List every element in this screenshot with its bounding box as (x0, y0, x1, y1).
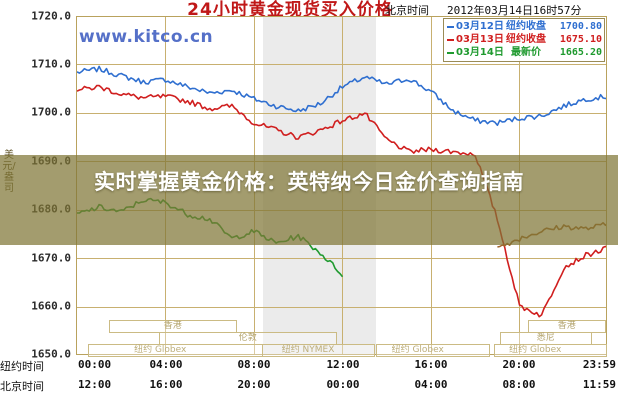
x-tick-bj-4: 04:00 (414, 378, 448, 391)
session-label: 伦敦 (238, 333, 257, 343)
gridline-h (77, 113, 606, 114)
session-label: 纽约 Globex (509, 345, 562, 355)
x-tick-bj-6: 11:59 (582, 378, 616, 391)
x-tick-ny-2: 08:00 (237, 358, 271, 371)
x-tick-ny-5: 20:00 (502, 358, 536, 371)
legend-row-0313: 03月13日 纽约收盘 1675.10 (447, 33, 602, 46)
beijing-time-label: 北京时间 (385, 4, 429, 17)
x-tick-bj-1: 16:00 (149, 378, 183, 391)
legend-kind: 纽约收盘 (506, 34, 546, 45)
beijing-time-value: 2012年03月14日16时57分 (447, 4, 582, 17)
x-tick-ny-1: 04:00 (149, 358, 183, 371)
session-label: 香港 (163, 321, 182, 331)
y-tick-1710: 1710.0 (31, 57, 71, 71)
session-label: 纽约 Globex (134, 345, 187, 355)
gridline-h (77, 64, 606, 65)
x-tick-bj-3: 00:00 (326, 378, 360, 391)
session-label: 香港 (557, 321, 576, 331)
series-line-03月12日 (77, 65, 606, 127)
legend-date: 03月14日 (456, 47, 504, 58)
session-label: 纽约 Globex (391, 345, 444, 355)
y-tick-1720: 1720.0 (31, 9, 71, 23)
x-tick-bj-2: 20:00 (237, 378, 271, 391)
chart-legend: 03月12日 纽约收盘 1700.80 03月13日 纽约收盘 1675.10 … (443, 18, 605, 62)
legend-kind: 最新价 (511, 47, 541, 58)
x-tick-bj-0: 12:00 (78, 378, 112, 391)
gridline-h (77, 258, 606, 259)
session-label: 纽约 NYMEX (281, 345, 335, 355)
legend-date: 03月12日 (456, 21, 504, 32)
x-axis-newyork-row: 纽约时间 00:00 04:00 08:00 12:00 16:00 20:00… (0, 358, 618, 373)
legend-date: 03月13日 (456, 34, 504, 45)
x-tick-ny-4: 16:00 (414, 358, 448, 371)
y-tick-1670: 1670.0 (31, 251, 71, 265)
x-axis-beijing-row: 北京时间 12:00 16:00 20:00 00:00 04:00 08:00… (0, 378, 618, 393)
legend-value: 1700.80 (559, 21, 602, 32)
legend-value: 1665.20 (559, 47, 602, 58)
legend-row-0314: 03月14日 最新价 1665.20 (447, 46, 602, 59)
x-tick-ny-3: 12:00 (326, 358, 360, 371)
overlay-banner: 实时掌握黄金价格：英特纳今日金价查询指南 (0, 155, 618, 245)
session-bar (262, 344, 375, 357)
session-bar (494, 344, 607, 357)
legend-row-0312: 03月12日 纽约收盘 1700.80 (447, 20, 602, 33)
gridline-h (77, 307, 606, 308)
legend-dash-icon (447, 25, 454, 28)
x-axis-row-label-newyork: 纽约时间 (0, 360, 44, 373)
x-tick-ny-0: 00:00 (78, 358, 112, 371)
x-tick-bj-5: 08:00 (502, 378, 536, 391)
legend-dash-icon (447, 51, 454, 54)
kitco-watermark: www.kitco.cn (79, 27, 214, 47)
legend-dash-icon (447, 38, 454, 41)
y-tick-1650: 1650.0 (31, 347, 71, 361)
page-title: 24小时黄金现货买入价格 (187, 0, 393, 20)
legend-value: 1675.10 (559, 34, 602, 45)
session-bar (376, 344, 490, 357)
y-tick-1660: 1660.0 (31, 299, 71, 313)
legend-kind: 纽约收盘 (506, 21, 546, 32)
x-axis-row-label-beijing: 北京时间 (0, 380, 44, 393)
overlay-title: 实时掌握黄金价格：英特纳今日金价查询指南 (94, 170, 524, 194)
session-label: 悉尼 (536, 333, 555, 343)
y-tick-1700: 1700.0 (31, 105, 71, 119)
series-line-03月13日 (77, 84, 606, 318)
x-tick-ny-6: 23:59 (582, 358, 616, 371)
